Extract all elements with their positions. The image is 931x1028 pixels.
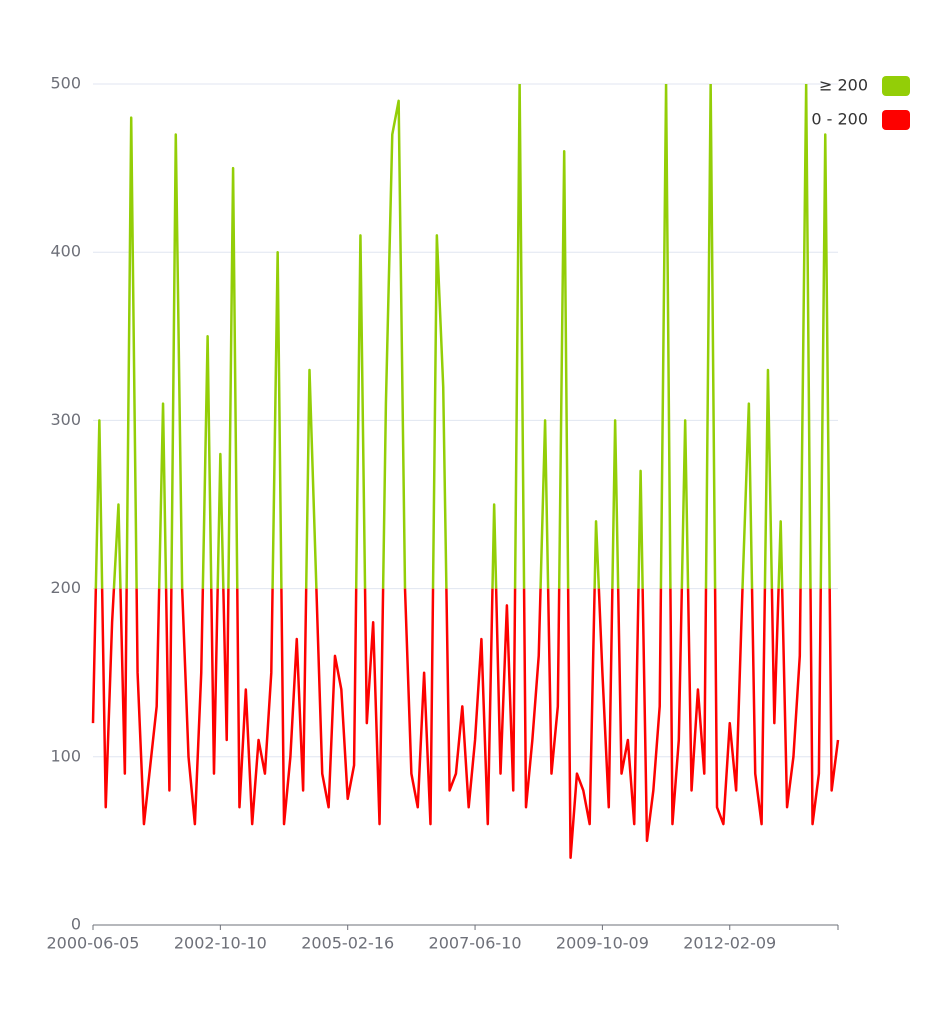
- legend-label: 0 - 200: [811, 110, 868, 129]
- y-tick-label: 0: [71, 915, 81, 934]
- legend-icon: [882, 76, 910, 96]
- x-tick-label: 2007-06-10: [429, 934, 522, 953]
- x-tick-label: 2005-02-16: [301, 934, 394, 953]
- x-tick-label: 2002-10-10: [174, 934, 267, 953]
- x-tick-label: 2012-02-09: [683, 934, 776, 953]
- legend-icon: [882, 110, 910, 130]
- y-tick-label: 400: [50, 242, 81, 261]
- x-tick-label: 2009-10-09: [556, 934, 649, 953]
- y-tick-label: 300: [50, 410, 81, 429]
- y-tick-label: 200: [50, 578, 81, 597]
- legend-label: ≥ 200: [819, 76, 868, 95]
- x-tick-label: 2000-06-05: [47, 934, 140, 953]
- data-line: [91, 588, 840, 859]
- y-tick-label: 500: [50, 74, 81, 93]
- data-line: [94, 84, 831, 589]
- y-tick-label: 100: [50, 746, 81, 765]
